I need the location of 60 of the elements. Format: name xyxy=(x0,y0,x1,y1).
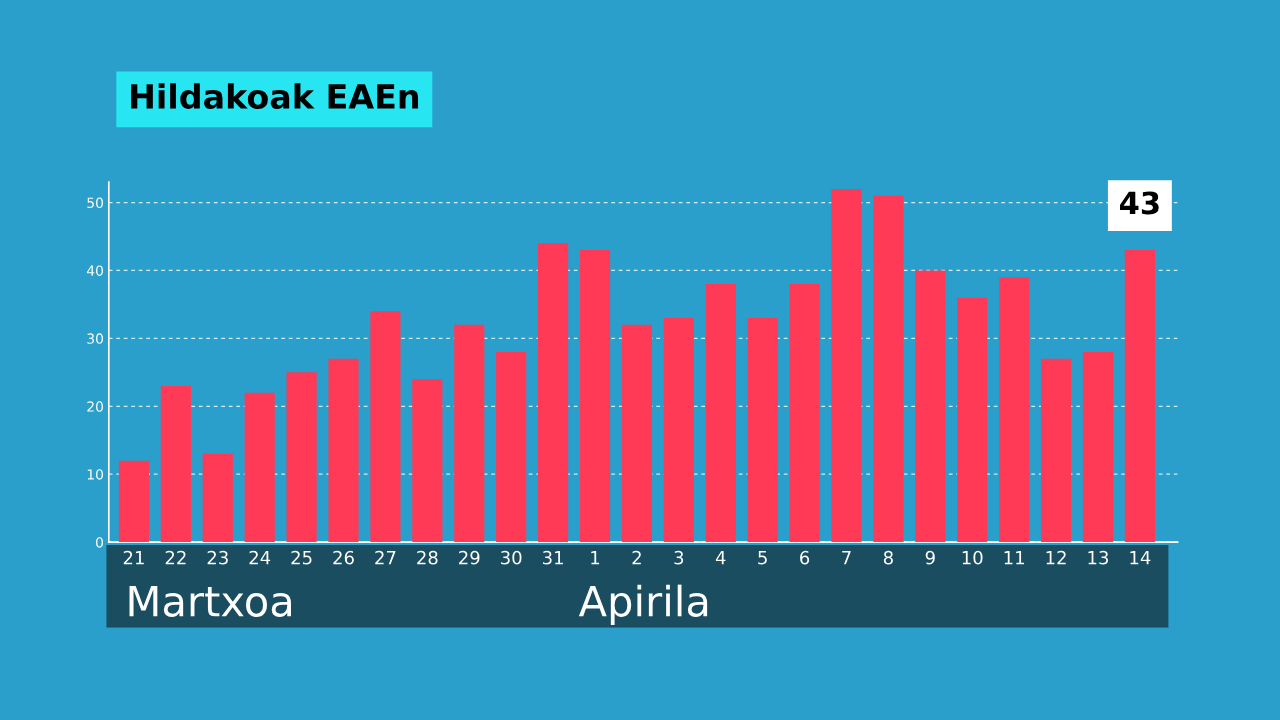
bar xyxy=(454,324,485,543)
x-tick-label: 24 xyxy=(249,550,271,565)
x-tick-label: 4 xyxy=(715,551,726,565)
bar xyxy=(999,277,1030,543)
bar xyxy=(789,284,820,543)
bar xyxy=(705,284,736,543)
bar xyxy=(579,250,611,543)
bar xyxy=(538,243,569,543)
x-tick-label: 8 xyxy=(883,550,893,565)
bar xyxy=(202,453,233,543)
x-tick-label: 21 xyxy=(123,550,144,565)
x-tick-label: 29 xyxy=(459,550,480,565)
bar xyxy=(412,379,443,543)
text: Martxoa xyxy=(129,585,291,617)
x-tick-label: 23 xyxy=(207,550,228,565)
bar xyxy=(370,311,401,543)
y-tick-label: 50 xyxy=(87,197,104,209)
x-tick-label: 13 xyxy=(1088,550,1108,565)
data-label: 43 xyxy=(1119,191,1159,215)
x-tick-label: 7 xyxy=(842,551,851,565)
x-tick-label: 28 xyxy=(417,550,438,565)
text: Apirila xyxy=(578,584,708,625)
bar xyxy=(328,358,359,543)
bar xyxy=(1040,358,1072,543)
x-tick-label: 9 xyxy=(925,550,935,565)
y-tick-label: 10 xyxy=(87,469,104,480)
x-tick-label: 1 xyxy=(591,551,600,565)
y-tick-label: 40 xyxy=(86,265,104,276)
bar xyxy=(957,297,988,543)
x-tick-label: 25 xyxy=(291,550,312,565)
x-tick-label: 6 xyxy=(800,550,810,565)
bar xyxy=(873,195,904,543)
bar xyxy=(621,324,652,543)
x-tick-label: 11 xyxy=(1004,551,1024,565)
bar xyxy=(747,318,778,543)
bar xyxy=(244,392,275,543)
bar xyxy=(496,351,527,543)
x-tick-label: 26 xyxy=(333,550,354,565)
bar xyxy=(160,385,191,543)
y-tick-label: 0 xyxy=(96,537,104,548)
x-tick-label: 12 xyxy=(1046,550,1066,565)
x-tick-label: 22 xyxy=(165,550,186,565)
bar xyxy=(1124,250,1155,543)
y-tick-label: 20 xyxy=(87,401,104,412)
x-tick-label: 30 xyxy=(501,550,522,565)
bar xyxy=(1082,351,1114,543)
x-tick-label: 2 xyxy=(632,550,641,565)
x-tick-label: 31 xyxy=(542,550,563,565)
y-tick-label: 30 xyxy=(87,333,104,344)
bar xyxy=(915,270,946,543)
x-tick-label: 5 xyxy=(758,551,767,565)
x-tick-label: 3 xyxy=(674,550,684,565)
bar xyxy=(118,460,150,543)
x-tick-label: 14 xyxy=(1130,551,1151,565)
x-tick-label: 27 xyxy=(375,550,396,565)
bar xyxy=(286,372,317,543)
x-tick-label: 10 xyxy=(962,550,983,565)
bar xyxy=(831,188,862,543)
bar xyxy=(663,318,694,543)
chart-title: Hildakoak EAEn xyxy=(131,83,419,110)
